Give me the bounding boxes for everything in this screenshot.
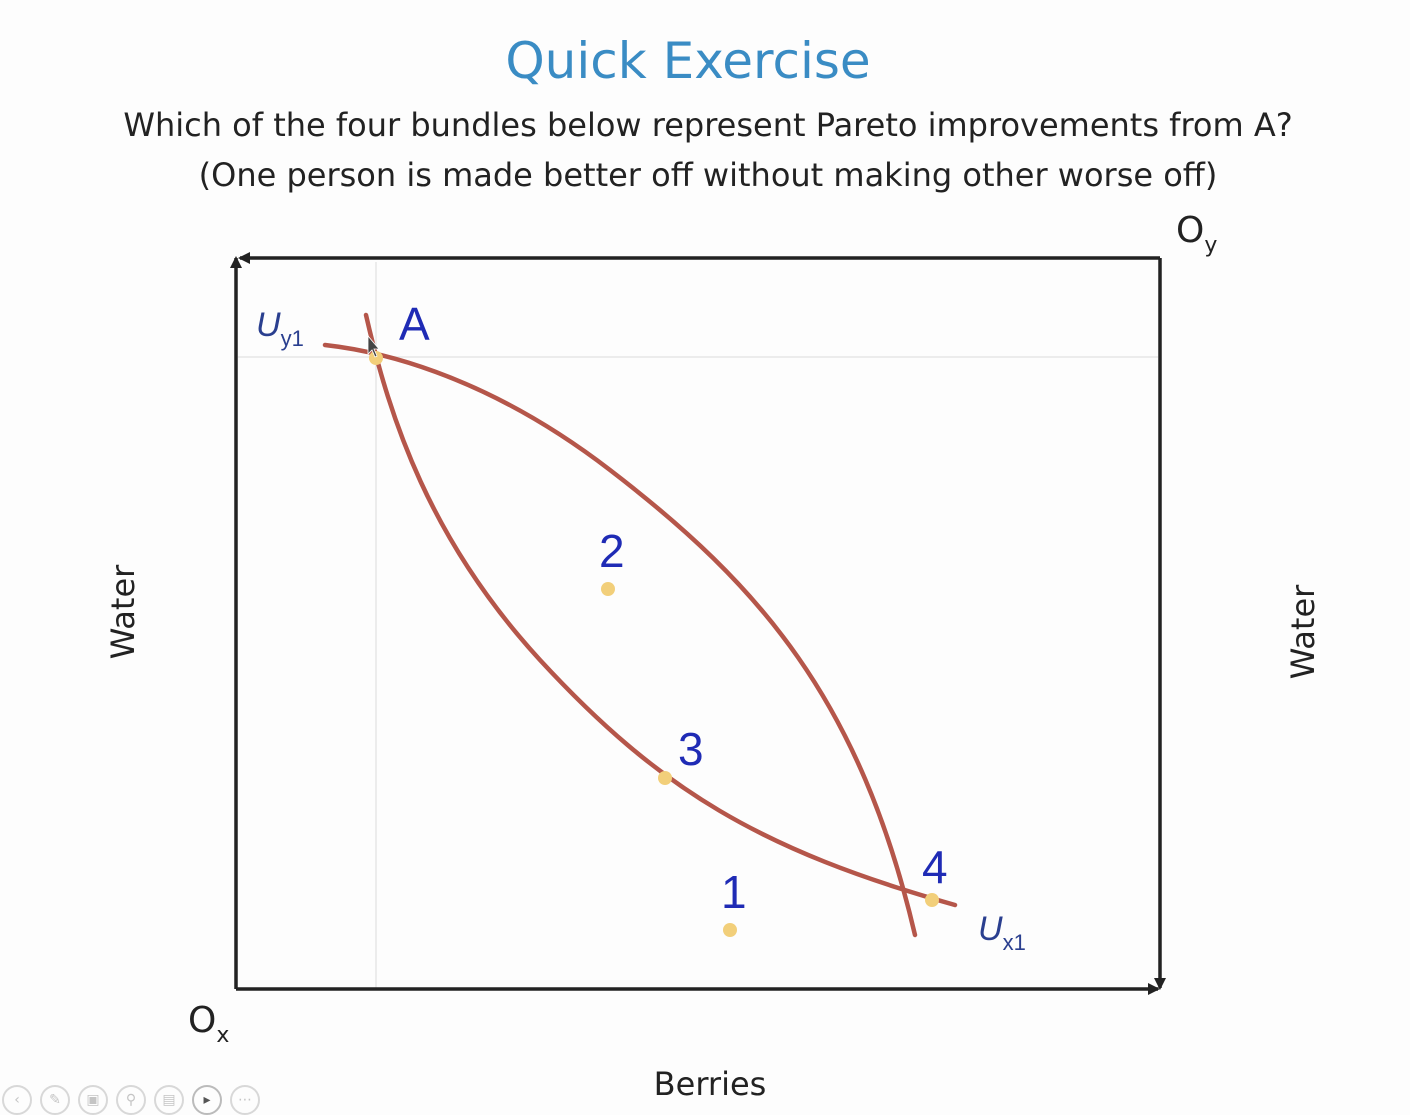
back-icon[interactable]: ‹ (2, 1085, 32, 1115)
bundle-point-3 (658, 771, 672, 785)
indifference-curve-ux1 (363, 312, 958, 908)
subtitles-icon[interactable]: ▤ (154, 1085, 184, 1115)
presentation-toolbar: ‹ ✎ ▣ ⚲ ▤ ▸ ⋯ (2, 1085, 260, 1115)
more-icon[interactable]: ⋯ (230, 1085, 260, 1115)
origin-y-label: Oy (1176, 210, 1217, 258)
bundle-point-4 (925, 893, 939, 907)
bundle-label-a: A (399, 298, 430, 350)
curve-label-uy1: Uy1 (256, 306, 304, 351)
origin-x-label: Ox (188, 1000, 229, 1048)
question-line-2: (One person is made better off without m… (198, 156, 1218, 194)
bundle-point-2 (601, 582, 615, 596)
bundle-label-3: 3 (678, 723, 704, 775)
y-axis-left-label: Water (104, 564, 142, 659)
x-axis-label: Berries (654, 1065, 767, 1103)
slide-title: Quick Exercise (505, 32, 871, 90)
mouse-cursor-icon (367, 334, 380, 358)
pen-icon[interactable]: ✎ (40, 1085, 70, 1115)
slides-icon[interactable]: ▣ (78, 1085, 108, 1115)
indifference-curve-uy1 (322, 342, 918, 938)
curve-label-ux1: Ux1 (978, 910, 1026, 955)
question-line-1: Which of the four bundles below represen… (123, 106, 1293, 144)
camera-icon[interactable]: ▸ (192, 1085, 222, 1115)
bundle-label-2: 2 (599, 525, 625, 577)
bundle-point-1 (723, 923, 737, 937)
bundle-label-4: 4 (922, 841, 948, 893)
bundle-label-1: 1 (721, 866, 747, 918)
zoom-icon[interactable]: ⚲ (116, 1085, 146, 1115)
bundle-point-a (369, 351, 383, 365)
y-axis-right-label: Water (1284, 584, 1322, 679)
